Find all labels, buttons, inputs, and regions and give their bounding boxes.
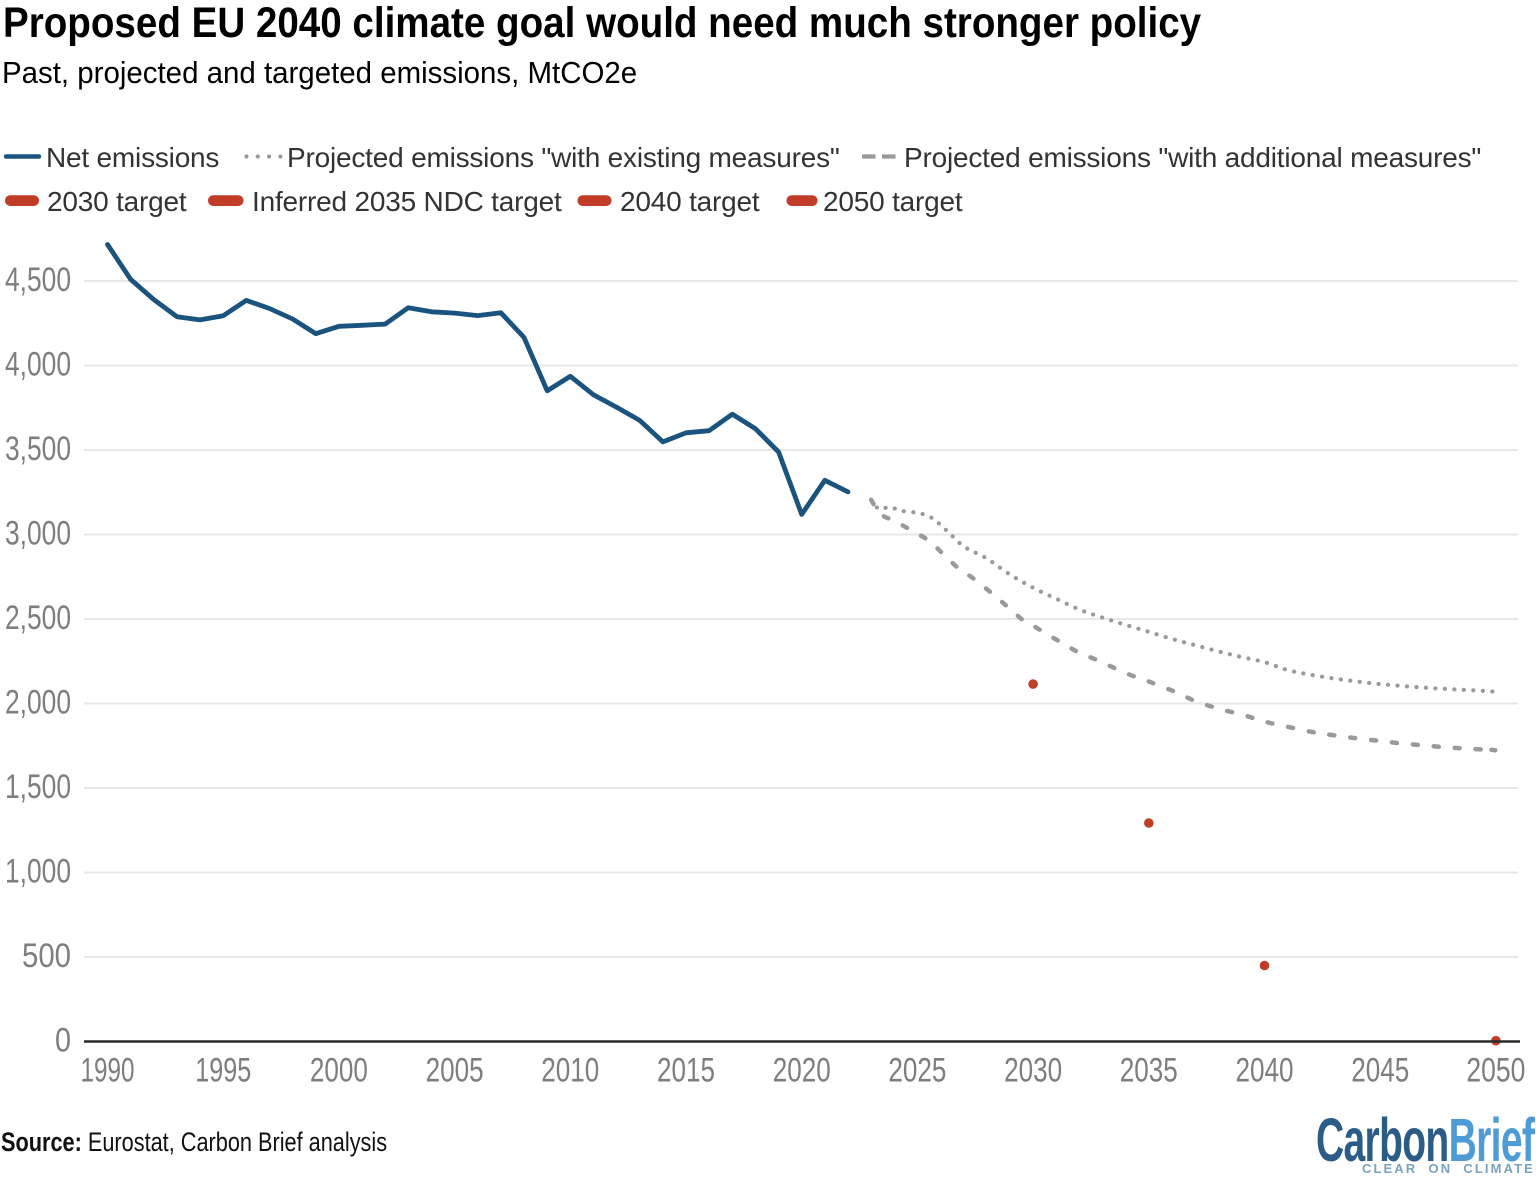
svg-text:2025: 2025 <box>888 1052 946 1090</box>
svg-text:2035: 2035 <box>1120 1052 1178 1090</box>
svg-text:500: 500 <box>22 937 71 975</box>
svg-text:2050: 2050 <box>1466 1052 1525 1090</box>
svg-text:1995: 1995 <box>195 1052 251 1090</box>
svg-text:4,000: 4,000 <box>5 346 71 384</box>
svg-text:2015: 2015 <box>657 1052 715 1090</box>
svg-text:1,000: 1,000 <box>5 853 71 891</box>
svg-text:2010: 2010 <box>541 1052 599 1090</box>
svg-text:1990: 1990 <box>81 1052 135 1090</box>
svg-text:2045: 2045 <box>1351 1052 1409 1090</box>
svg-text:2020: 2020 <box>773 1052 831 1090</box>
svg-text:2030: 2030 <box>1004 1052 1062 1090</box>
svg-text:2005: 2005 <box>426 1052 484 1090</box>
svg-text:1,500: 1,500 <box>5 768 71 806</box>
svg-text:3,500: 3,500 <box>5 430 71 468</box>
svg-text:2040: 2040 <box>1236 1052 1294 1090</box>
svg-text:3,000: 3,000 <box>5 515 71 553</box>
svg-text:4,500: 4,500 <box>5 261 71 299</box>
svg-text:0: 0 <box>55 1022 71 1060</box>
svg-text:2,000: 2,000 <box>5 684 71 722</box>
svg-text:2,500: 2,500 <box>5 599 71 637</box>
svg-text:2000: 2000 <box>310 1052 368 1090</box>
